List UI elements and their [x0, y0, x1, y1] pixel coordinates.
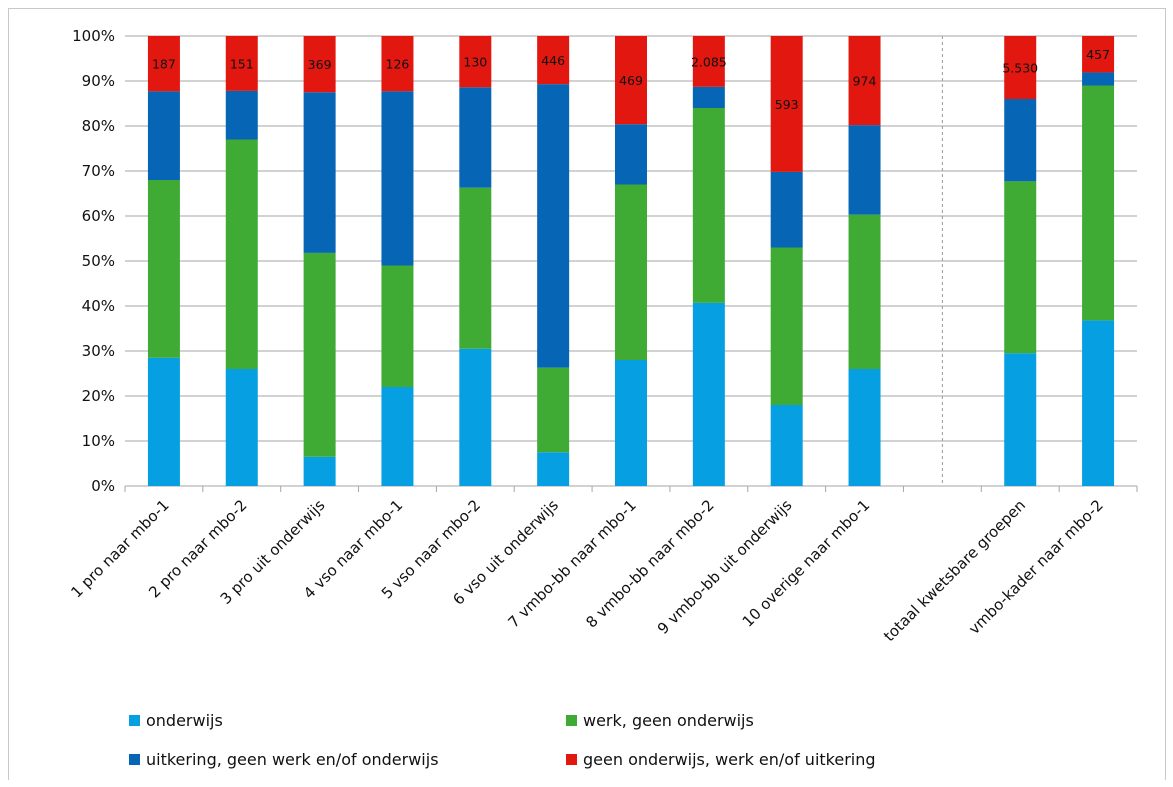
y-tick-label: 90%: [82, 72, 115, 90]
bar-segment: [381, 91, 414, 266]
legend-label: werk, geen onderwijs: [583, 711, 754, 730]
bar-segment: [537, 452, 570, 486]
bar-segment: [1082, 72, 1115, 86]
bar-segment: [459, 187, 492, 349]
bar-segment: [537, 36, 570, 85]
x-category-label: vmbo-kader naar mbo-2: [965, 496, 1107, 638]
bar-segment: [225, 36, 258, 91]
bar-segment: [770, 247, 803, 405]
x-category-label: 8 vmbo-bb naar mbo-2: [582, 496, 717, 631]
bar-segment: [615, 360, 647, 486]
data-label: 446: [541, 53, 565, 68]
data-label: 2.085: [691, 54, 727, 69]
bar-segment: [1082, 85, 1115, 321]
bar-segment: [615, 124, 647, 185]
bar-segment: [1004, 36, 1037, 99]
bars: [147, 36, 1115, 486]
bar-segment: [1082, 320, 1115, 486]
bar-segment: [692, 302, 725, 486]
bar-segment: [848, 369, 881, 486]
bar-segment: [770, 405, 803, 486]
bar-segment: [147, 180, 180, 358]
data-label: 151: [230, 56, 254, 71]
legend-swatch: [566, 754, 577, 765]
legend-swatch: [566, 715, 577, 726]
y-axis-ticks: 0% 10% 20% 30% 40% 50% 60% 70% 80% 90% 100%: [72, 27, 115, 495]
data-label: 369: [308, 57, 332, 72]
bar-segment: [303, 92, 336, 253]
bar-segment: [381, 387, 414, 486]
bar-segment: [692, 108, 725, 303]
data-label: 130: [463, 55, 487, 70]
y-tick-label: 50%: [82, 252, 115, 270]
bar-segment: [537, 367, 570, 453]
x-category-label: 9 vmbo-bb uit onderwijs: [654, 496, 796, 638]
bar-segment: [303, 456, 336, 486]
data-label: 126: [386, 57, 410, 72]
bar-segment: [848, 36, 881, 126]
legend-item-werk: werk, geen onderwijs: [566, 711, 754, 730]
bar-segment: [147, 91, 180, 180]
bar-segment: [1082, 36, 1115, 73]
y-tick-label: 10%: [82, 432, 115, 450]
y-tick-label: 70%: [82, 162, 115, 180]
data-label: 469: [619, 73, 643, 88]
bar-segment: [615, 184, 647, 360]
legend-swatch: [129, 715, 140, 726]
bar-segment: [459, 87, 492, 188]
bar-segment: [225, 369, 258, 486]
data-label: 187: [152, 57, 176, 72]
chart-frame: [8, 8, 1166, 780]
data-label: 974: [853, 74, 877, 89]
x-axis-labels: 1 pro naar mbo-12 pro naar mbo-23 pro ui…: [67, 496, 1107, 645]
y-tick-label: 0%: [91, 477, 115, 495]
bar-segment: [770, 36, 803, 172]
bar-segment: [848, 125, 881, 215]
x-category-label: totaal kwetsbare groepen: [880, 496, 1029, 645]
legend-label: geen onderwijs, werk en/of uitkering: [583, 750, 876, 769]
bar-segment: [381, 265, 414, 387]
bar-segment: [1004, 353, 1037, 486]
bar-segment: [615, 36, 647, 125]
x-category-label: 7 vmbo-bb naar mbo-1: [505, 496, 640, 631]
data-label: 593: [775, 97, 799, 112]
data-labels: 187 151 369 126 130 446 469 2.085 593 974 5.530 457: [152, 47, 1110, 112]
y-tick-label: 40%: [82, 297, 115, 315]
bar-segment: [770, 171, 803, 248]
legend-item-uitkering: uitkering, geen werk en/of onderwijs: [129, 750, 439, 769]
bar-segment: [303, 252, 336, 457]
bar-segment: [848, 214, 881, 369]
bar-segment: [692, 36, 725, 87]
legend-swatch: [129, 754, 140, 765]
bar-segment: [303, 36, 336, 93]
y-tick-label: 80%: [82, 117, 115, 135]
bar-segment: [225, 90, 258, 140]
legend-label: uitkering, geen werk en/of onderwijs: [146, 750, 439, 769]
y-tick-label: 30%: [82, 342, 115, 360]
y-tick-label: 100%: [72, 27, 115, 45]
bar-segment: [1004, 181, 1037, 354]
bar-segment: [459, 36, 492, 88]
y-tick-label: 20%: [82, 387, 115, 405]
data-label: 5.530: [1002, 61, 1038, 76]
bar-segment: [1004, 99, 1037, 182]
bar-segment: [147, 36, 180, 92]
legend-label: onderwijs: [146, 711, 223, 730]
bar-segment: [459, 348, 492, 486]
data-label: 457: [1086, 47, 1110, 62]
bar-segment: [225, 139, 258, 369]
legend-item-onderwijs: onderwijs: [129, 711, 223, 730]
y-tick-label: 60%: [82, 207, 115, 225]
legend-item-geen: geen onderwijs, werk en/of uitkering: [566, 750, 876, 769]
bar-segment: [537, 84, 570, 368]
bar-segment: [692, 86, 725, 108]
x-category-label: 10 overige naar mbo-1: [739, 496, 874, 631]
bar-segment: [147, 357, 180, 486]
bar-segment: [381, 36, 414, 92]
